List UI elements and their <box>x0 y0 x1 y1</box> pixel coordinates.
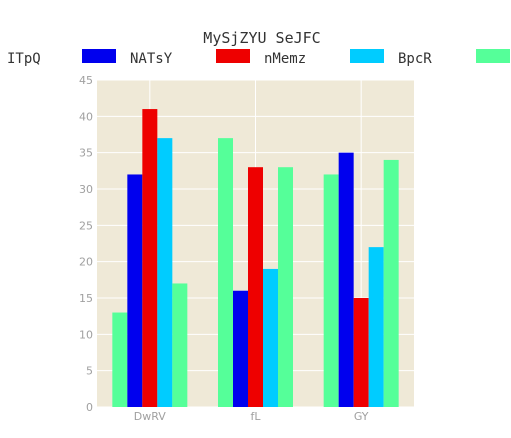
bar-series4-GY <box>383 159 399 407</box>
bar-BpcR-fL <box>263 268 278 407</box>
legend-label-NATsY: NATsY <box>130 51 173 67</box>
legend-swatch-BpcR <box>350 49 384 63</box>
bar-nMemz-GY <box>353 298 369 407</box>
bar-series0-GY <box>323 174 339 407</box>
bar-series4-DwRV <box>172 283 188 407</box>
chart-title: MySjZYU SeJFC <box>203 29 320 47</box>
legend-title: ITpQ <box>7 51 41 67</box>
bar-BpcR-GY <box>368 247 384 407</box>
bars <box>112 109 399 408</box>
bar-NATsY-GY <box>338 152 354 407</box>
bar-series0-DwRV <box>112 312 128 407</box>
bar-series4-fL <box>278 167 293 407</box>
legend-swatch-nMemz <box>216 49 250 63</box>
y-tick-label-30: 30 <box>79 183 93 196</box>
legend-label-BpcR: BpcR <box>398 51 432 67</box>
y-tick-label-45: 45 <box>79 74 93 87</box>
bar-NATsY-fL <box>233 290 248 407</box>
x-tick-label-fL: fL <box>250 410 261 423</box>
x-tick-label-GY: GY <box>354 410 369 423</box>
legend-swatch-NATsY <box>82 49 116 63</box>
bar-nMemz-fL <box>248 167 263 407</box>
legend: ITpQ NATsY nMemz BpcR <box>7 49 510 67</box>
y-tick-label-20: 20 <box>79 256 93 269</box>
y-tick-label-25: 25 <box>79 219 93 232</box>
bar-NATsY-DwRV <box>127 174 143 407</box>
y-tick-label-0: 0 <box>86 401 93 414</box>
x-tick-label-DwRV: DwRV <box>134 410 167 423</box>
bar-nMemz-DwRV <box>142 109 158 408</box>
y-tick-label-15: 15 <box>79 292 93 305</box>
legend-swatch-series4 <box>476 49 510 63</box>
legend-label-nMemz: nMemz <box>264 51 306 67</box>
y-tick-label-5: 5 <box>86 365 93 378</box>
x-axis-ticks: DwRV fL GY <box>134 410 369 423</box>
y-tick-label-35: 35 <box>79 147 93 160</box>
bar-series0-fL <box>218 138 233 407</box>
y-tick-label-40: 40 <box>79 110 93 123</box>
bar-BpcR-DwRV <box>157 138 173 407</box>
y-tick-label-10: 10 <box>79 328 93 341</box>
y-axis-ticks: 0 5 10 15 20 25 30 35 40 45 <box>79 74 93 414</box>
